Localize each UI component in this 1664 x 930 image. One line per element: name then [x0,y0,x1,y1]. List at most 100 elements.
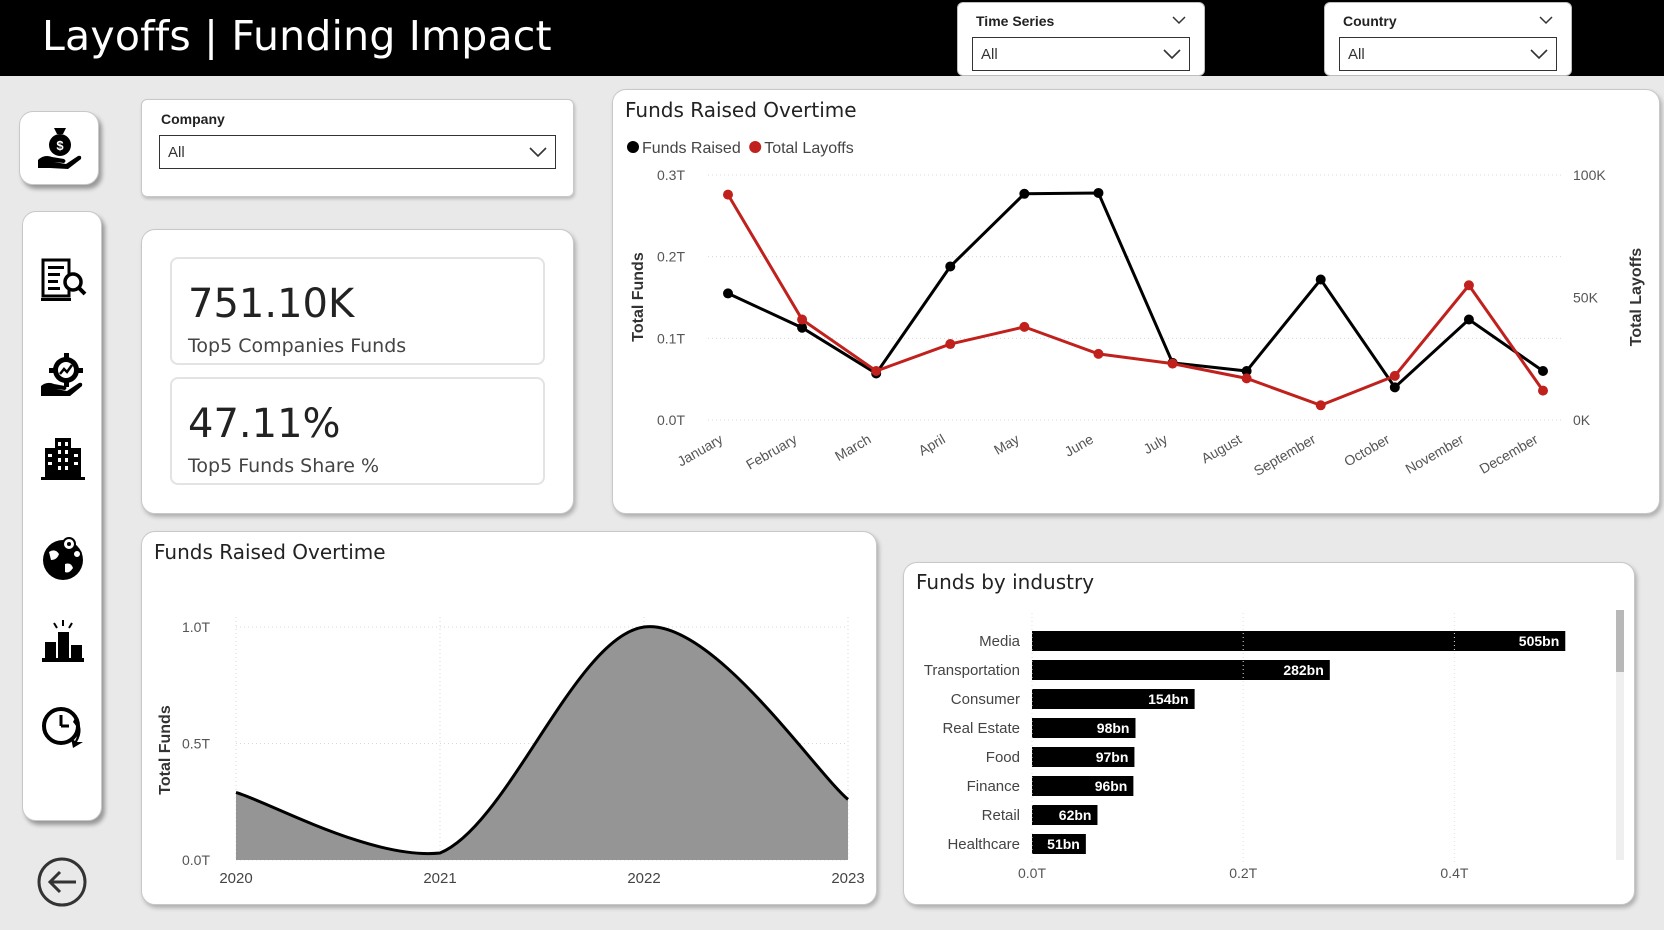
x-tick-label: January [674,431,725,470]
chevron-down-icon[interactable] [1172,15,1186,25]
data-point [1167,358,1178,369]
bar-value-label: 282bn [1283,662,1323,678]
bar-value-label: 98bn [1097,720,1130,736]
data-point [723,288,733,299]
yearly-area-chart: 0.0T 0.5T 1.0T 2020 2021 2022 2023 Total Funds [157,617,865,887]
industry-chart-card: Funds by industry Media 505bn Transportati… [903,562,1635,905]
svg-text:$: $ [56,138,64,153]
legend-marker [627,141,639,153]
x-tick-label: August [1198,431,1244,467]
clock-refresh-icon[interactable] [39,702,87,750]
growth-gear-icon[interactable] [39,352,87,400]
company-label: Company [161,111,225,127]
globe-icon[interactable] [39,534,87,582]
scrollbar-thumb[interactable] [1616,610,1624,672]
data-point [1093,348,1104,359]
data-point [1315,400,1326,411]
y2-tick-label: 0K [1573,412,1591,428]
kpi-panel: 751.10K Top5 Companies Funds 47.11% Top5… [141,229,574,514]
country-value: All [1348,46,1365,63]
kpi-label: Top5 Funds Share % [188,455,380,477]
x-tick-label: July [1140,431,1170,457]
chevron-down-icon [529,147,547,158]
company-slicer: Company All [141,99,574,197]
chart-title: Funds Raised Overtime [625,98,857,122]
funding-icon: $ [38,128,82,169]
x-tick-label: 2022 [627,870,660,887]
monthly-chart-card: Funds Raised Overtime Funds Raised Total … [612,89,1660,514]
data-point [797,322,808,333]
scrollbar[interactable] [1616,610,1624,860]
legend-label: Funds Raised [642,140,741,157]
country-slicer: Country All [1324,2,1572,76]
report-search-icon[interactable] [39,256,87,304]
category-label: Food [986,749,1020,766]
x-tick-label: October [1341,431,1392,470]
company-value: All [168,144,185,161]
y2-axis-title: Total Layoffs [1628,248,1645,346]
x-tick-label: 2021 [423,870,456,887]
series-line [727,191,1544,390]
nav-panel [22,211,102,821]
category-label: Transportation [924,662,1020,679]
x-tick-label: May [991,431,1022,458]
x-tick-label: February [743,431,800,473]
company-dropdown[interactable]: All [159,135,556,169]
kpi-value: 47.11% [188,401,341,447]
y-axis-title: Total Funds [157,705,174,795]
data-point [1538,385,1548,396]
x-tick-label: 2023 [831,870,864,887]
data-point [1241,366,1252,376]
legend-marker [749,141,762,153]
industry-bar-chart: Media 505bn Transportation 282bn Consumer 154… [924,613,1566,881]
y2-tick-label: 100K [1573,167,1606,183]
category-label: Healthcare [947,836,1020,853]
kpi-card: 47.11% Top5 Funds Share % [170,377,545,485]
bar [1032,747,1135,767]
data-point [1019,188,1030,199]
funding-nav-button[interactable]: $ [19,111,99,185]
building-icon[interactable] [39,434,87,482]
yearly-chart-card: Funds Raised Overtime 0.0T 0.5T 1.0T 2020 20… [141,531,877,905]
kpi-value: 751.10K [188,281,355,327]
chart-title: Funds by industry [916,570,1095,594]
chevron-down-icon[interactable] [1539,15,1553,25]
x-tick-label: November [1402,431,1466,477]
category-label: Real Estate [942,720,1020,737]
area-fill [236,626,848,860]
series-line [726,193,1545,407]
chart-title: Funds Raised Overtime [154,540,386,564]
country-dropdown[interactable]: All [1339,37,1557,71]
time-series-dropdown[interactable]: All [972,37,1190,71]
data-point [1019,321,1030,332]
back-arrow-icon[interactable] [36,856,88,908]
x-tick-label: December [1477,431,1541,477]
y-tick-label: 0.0T [182,852,210,868]
data-point [945,261,956,272]
bar [1032,776,1134,796]
monthly-line-chart: Funds Raised Total Layoffs 0.0T 0.1T 0.2T 0.3… [627,140,1645,479]
kpi-label: Top5 Companies Funds [188,335,407,357]
data-point [1241,373,1252,384]
data-point [871,366,882,376]
bar-value-label: 97bn [1096,749,1129,765]
bar-value-label: 62bn [1059,807,1092,823]
bar [1032,660,1330,680]
x-tick-label: 2020 [219,870,252,887]
y-tick-label: 0.1T [657,330,685,346]
category-label: Finance [967,778,1020,795]
data-point [1093,187,1104,198]
x-tick-label: 0.4T [1440,865,1468,881]
data-point [1463,280,1474,291]
bar [1032,718,1136,738]
bar-value-label: 154bn [1148,691,1188,707]
podium-icon[interactable] [39,616,87,664]
kpi-card: 751.10K Top5 Companies Funds [170,257,545,365]
data-point [1538,366,1548,376]
data-point [723,189,733,200]
y-tick-label: 0.0T [657,412,685,428]
chevron-down-icon [1163,49,1181,60]
country-label: Country [1343,13,1397,29]
y-tick-label: 0.3T [657,167,685,183]
legend-label: Total Layoffs [764,140,854,157]
